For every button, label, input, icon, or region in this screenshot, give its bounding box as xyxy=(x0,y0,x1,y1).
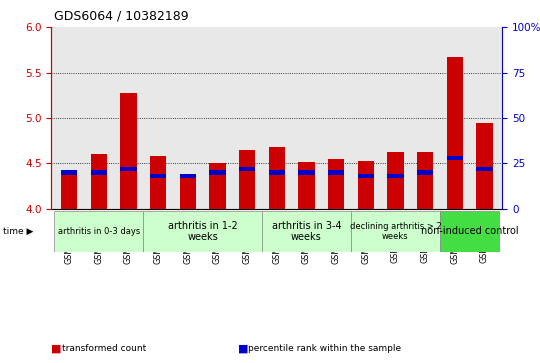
Text: arthritis in 0-3 days: arthritis in 0-3 days xyxy=(58,227,140,236)
Text: transformed count: transformed count xyxy=(62,344,146,353)
Bar xyxy=(328,159,344,209)
Text: arthritis in 3-4
weeks: arthritis in 3-4 weeks xyxy=(272,221,341,242)
Bar xyxy=(268,147,285,209)
Bar xyxy=(150,156,166,209)
FancyBboxPatch shape xyxy=(143,211,262,252)
FancyBboxPatch shape xyxy=(351,211,440,252)
Bar xyxy=(180,174,196,209)
Bar xyxy=(417,152,433,209)
Bar xyxy=(357,160,374,209)
Bar xyxy=(120,167,137,171)
Bar xyxy=(91,170,107,175)
Text: ■: ■ xyxy=(51,343,62,354)
FancyBboxPatch shape xyxy=(54,211,143,252)
Bar xyxy=(268,170,285,175)
Bar xyxy=(328,170,344,175)
Text: declining arthritis > 2
weeks: declining arthritis > 2 weeks xyxy=(349,222,441,241)
Bar xyxy=(298,170,315,175)
Bar xyxy=(61,172,77,209)
Text: percentile rank within the sample: percentile rank within the sample xyxy=(248,344,402,353)
Bar xyxy=(476,167,492,171)
Text: ■: ■ xyxy=(238,343,248,354)
Bar xyxy=(417,170,433,175)
Bar xyxy=(357,174,374,178)
Bar xyxy=(447,156,463,160)
Bar xyxy=(476,122,492,209)
Bar xyxy=(180,174,196,178)
Bar xyxy=(91,154,107,209)
Text: GDS6064 / 10382189: GDS6064 / 10382189 xyxy=(54,9,188,22)
Bar xyxy=(150,174,166,178)
Bar xyxy=(239,167,255,171)
FancyBboxPatch shape xyxy=(440,211,500,252)
Bar xyxy=(298,162,315,209)
FancyBboxPatch shape xyxy=(262,211,351,252)
Bar xyxy=(387,174,403,178)
Bar xyxy=(210,163,226,209)
Bar xyxy=(447,57,463,209)
Bar xyxy=(120,93,137,209)
Bar xyxy=(61,170,77,175)
Bar xyxy=(387,152,403,209)
Text: arthritis in 1-2
weeks: arthritis in 1-2 weeks xyxy=(168,221,238,242)
Bar xyxy=(210,170,226,175)
Text: time ▶: time ▶ xyxy=(3,227,33,236)
Text: non-induced control: non-induced control xyxy=(421,227,518,236)
Bar xyxy=(239,150,255,209)
